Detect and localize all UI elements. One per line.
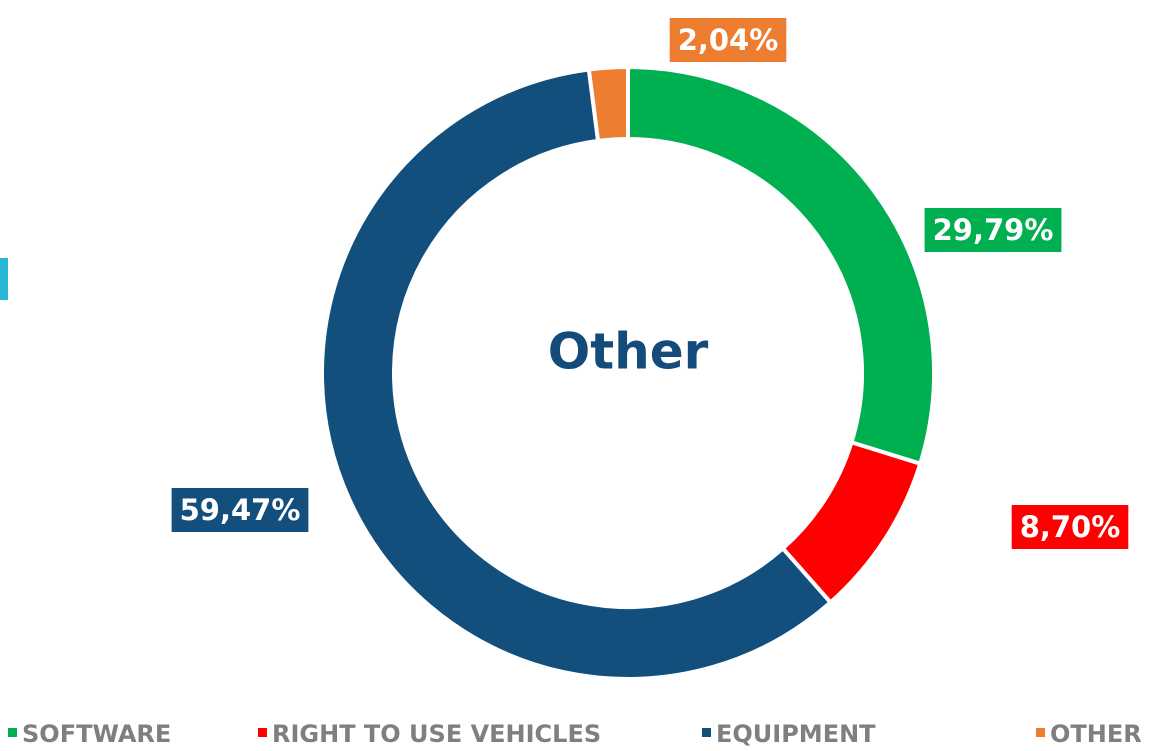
donut-segment: [320, 67, 834, 681]
legend-swatch: [258, 728, 267, 737]
data-label-box: [1011, 505, 1129, 549]
center-label: Other: [548, 323, 709, 381]
data-label: 29,79%: [924, 208, 1062, 252]
donut-segment: [586, 64, 630, 144]
data-label: 8,70%: [1011, 505, 1129, 549]
data-label-box: [171, 488, 309, 532]
data-label-box: [669, 18, 787, 62]
data-label-text: 2,04%: [678, 23, 779, 57]
data-label: 59,47%: [171, 488, 309, 532]
legend-label: OTHER: [1050, 720, 1142, 748]
data-label-text: 8,70%: [1020, 510, 1121, 544]
legend-swatch: [702, 728, 711, 737]
data-label-text: 29,79%: [933, 213, 1054, 247]
legend-label: RIGHT TO USE VEHICLES: [272, 720, 601, 748]
data-label: 2,04%: [669, 18, 787, 62]
side-accent: [0, 258, 8, 300]
data-label-box: [924, 208, 1062, 252]
data-label-text: 59,47%: [180, 493, 301, 527]
legend-label: SOFTWARE: [22, 720, 171, 748]
donut-segment: [626, 64, 936, 467]
legend-swatch: [1036, 728, 1045, 737]
legend-label: EQUIPMENT: [716, 720, 876, 748]
legend-swatch: [8, 728, 17, 737]
